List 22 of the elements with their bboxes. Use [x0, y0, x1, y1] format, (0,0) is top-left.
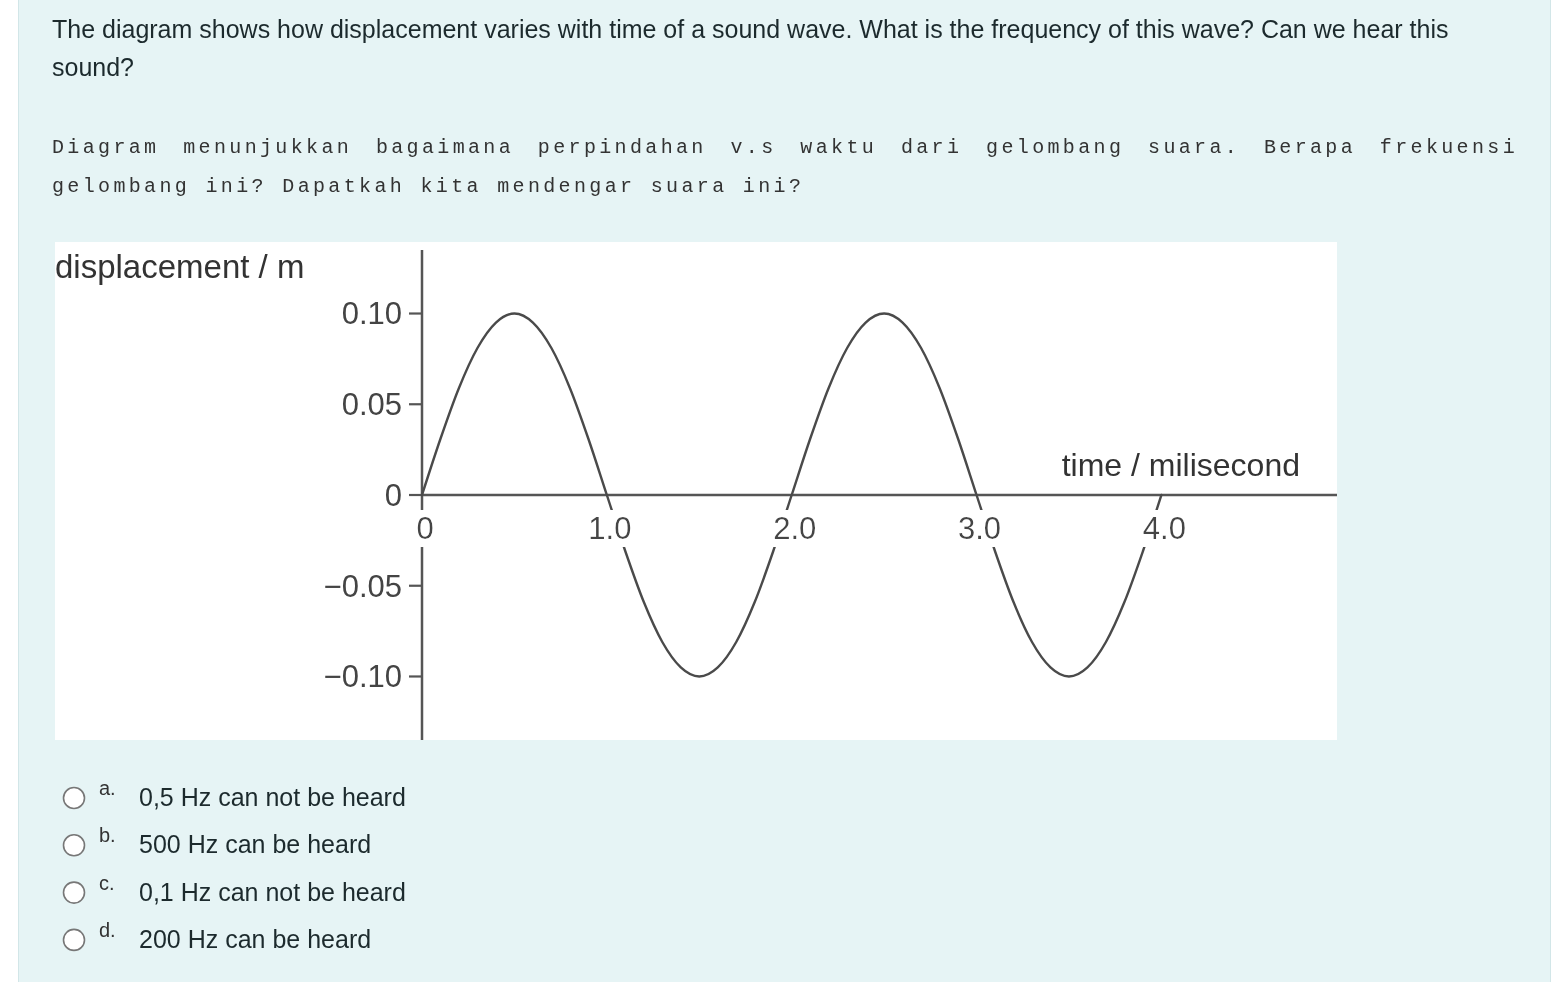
y-tick-label: 0.10: [341, 296, 402, 332]
chart-title: The diagram shows how displacement varies with time of a sound wave. What is the frequency of this wave? Can we hear this sound?: [52, 14, 1450, 83]
x-tick-label: 0: [416, 511, 434, 546]
text: c.: [99, 871, 115, 894]
x-tick-label: 4.0: [1142, 511, 1186, 546]
y-tick-label: 0: [384, 477, 402, 513]
x-axis-title: time / milisecond: [1061, 447, 1300, 483]
text: a.: [99, 777, 116, 799]
text: 500 Hz can be heard: [139, 830, 372, 859]
text: d.: [99, 918, 116, 941]
x-tick-label: 3.0: [957, 511, 1002, 546]
text: b.: [99, 824, 116, 847]
text: 0,1 Hz can not be heard: [139, 877, 406, 906]
y-tick-label: −0.10: [323, 659, 402, 695]
x-tick-label: 1.0: [588, 511, 632, 546]
y-tick-label: −0.05: [323, 568, 402, 604]
x-tick-label: 2.0: [773, 511, 817, 546]
y-tick-label: 0.05: [341, 387, 402, 423]
y-axis-title: displacement / m: [55, 248, 305, 285]
text: 0,5 Hz can not be heard: [139, 783, 406, 811]
chart-subtitle: Diagram menunjukkan bagaimana perpindahan v.s waktu dari gelombang suara. Berapa frekuensi gelombang ini? Dapatkah kita mendengar suara ini?: [52, 135, 1518, 200]
text: 200 Hz can be heard: [139, 924, 372, 953]
